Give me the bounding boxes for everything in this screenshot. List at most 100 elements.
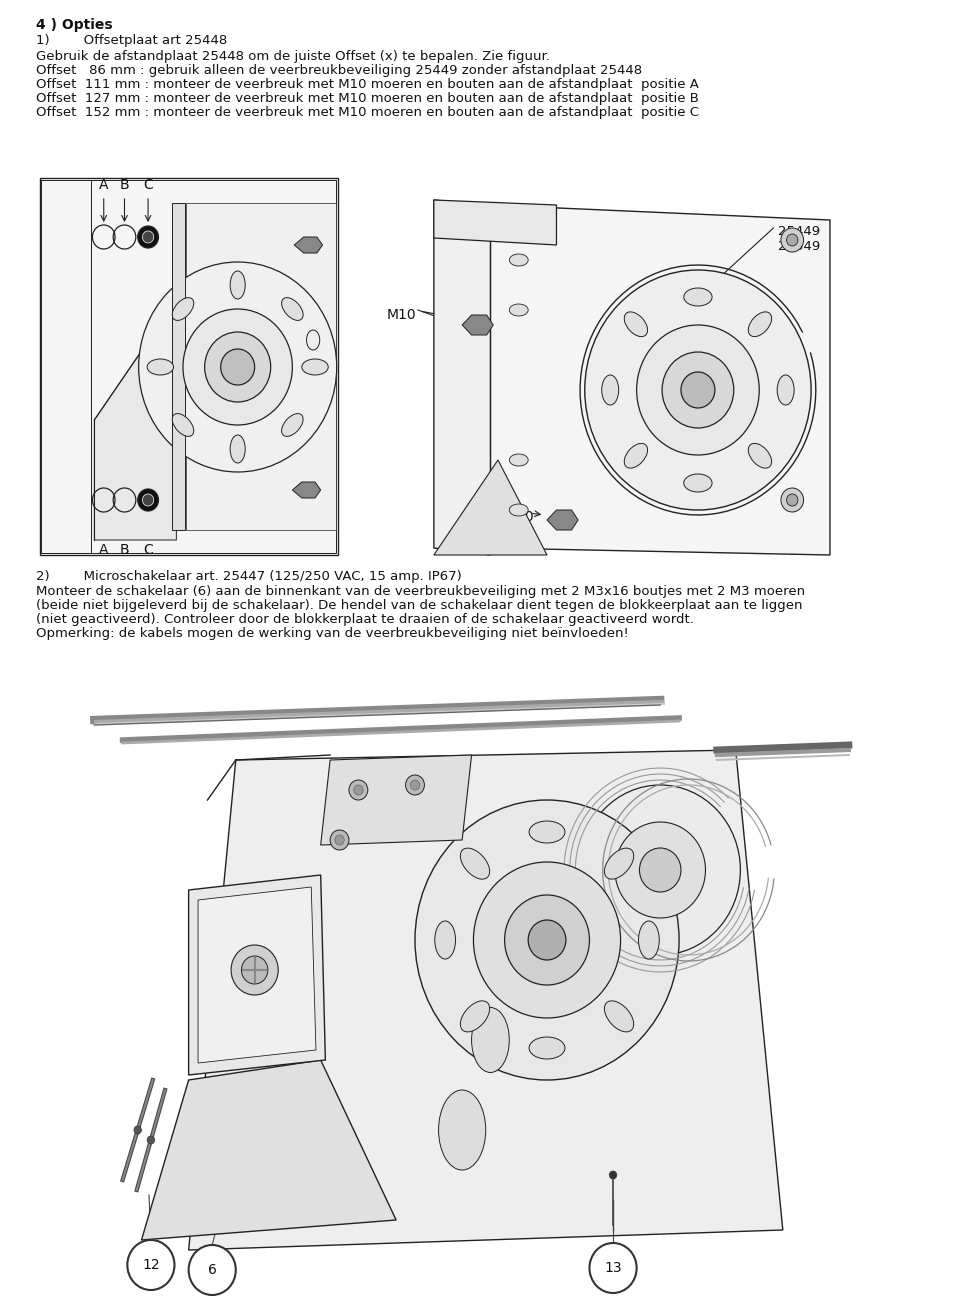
Text: Offset  152 mm : monteer de veerbreuk met M10 moeren en bouten aan de afstandpla: Offset 152 mm : monteer de veerbreuk met… <box>36 106 699 119</box>
Circle shape <box>415 800 679 1081</box>
Text: 2)        Microschakelaar art. 25447 (125/250 VAC, 15 amp. IP67): 2) Microschakelaar art. 25447 (125/250 V… <box>36 570 462 583</box>
Ellipse shape <box>748 444 772 469</box>
Circle shape <box>183 309 293 425</box>
Ellipse shape <box>439 1090 486 1170</box>
Circle shape <box>138 263 337 471</box>
Circle shape <box>204 332 271 402</box>
Text: Offset  111 mm : monteer de veerbreuk met M10 moeren en bouten aan de afstandpla: Offset 111 mm : monteer de veerbreuk met… <box>36 77 699 91</box>
Ellipse shape <box>230 435 245 463</box>
Text: M10: M10 <box>505 509 534 524</box>
Polygon shape <box>293 482 321 498</box>
Circle shape <box>349 780 368 800</box>
Circle shape <box>786 494 798 506</box>
Text: Offset   86 mm : gebruik alleen de veerbreukbeveiliging 25449 zonder afstandplaa: Offset 86 mm : gebruik alleen de veerbre… <box>36 64 642 77</box>
Circle shape <box>137 226 158 248</box>
Circle shape <box>580 785 740 955</box>
Circle shape <box>134 1127 141 1134</box>
Circle shape <box>142 231 154 243</box>
Circle shape <box>473 863 620 1018</box>
Ellipse shape <box>301 358 328 376</box>
Text: 1)        Offsetplaat art 25448: 1) Offsetplaat art 25448 <box>36 34 228 47</box>
Circle shape <box>147 1136 155 1144</box>
Bar <box>186 204 336 530</box>
Circle shape <box>221 349 254 385</box>
Ellipse shape <box>510 305 528 316</box>
Polygon shape <box>434 200 491 555</box>
Ellipse shape <box>624 444 648 469</box>
Ellipse shape <box>510 253 528 267</box>
Text: A: A <box>99 544 108 557</box>
Circle shape <box>405 775 424 794</box>
Ellipse shape <box>684 288 712 306</box>
Circle shape <box>636 326 759 456</box>
Text: C: C <box>143 544 153 557</box>
Polygon shape <box>434 460 547 555</box>
Ellipse shape <box>172 414 194 436</box>
Circle shape <box>780 228 804 252</box>
Circle shape <box>335 835 345 846</box>
Text: Opmerking: de kabels mogen de werking van de veerbreukbeveiliging niet beïnvloed: Opmerking: de kabels mogen de werking va… <box>36 628 629 639</box>
Polygon shape <box>491 205 830 555</box>
Text: M10: M10 <box>387 309 417 322</box>
Circle shape <box>330 830 349 850</box>
Text: 4 ) Opties: 4 ) Opties <box>36 18 112 32</box>
Circle shape <box>780 488 804 512</box>
Polygon shape <box>462 315 493 335</box>
Text: C: C <box>143 179 153 192</box>
Polygon shape <box>321 755 471 846</box>
Ellipse shape <box>684 474 712 492</box>
Ellipse shape <box>230 270 245 299</box>
Ellipse shape <box>529 1037 564 1060</box>
Circle shape <box>615 822 706 918</box>
Polygon shape <box>295 238 323 253</box>
Polygon shape <box>94 299 177 540</box>
Text: 12: 12 <box>142 1258 159 1272</box>
Circle shape <box>610 1171 617 1179</box>
Bar <box>39 179 338 555</box>
Text: 6: 6 <box>207 1263 217 1278</box>
Polygon shape <box>434 200 557 246</box>
Text: 25448: 25448 <box>453 542 494 555</box>
Ellipse shape <box>435 920 456 958</box>
Circle shape <box>505 895 589 985</box>
Ellipse shape <box>306 330 320 351</box>
Text: Gebruik de afstandplaat 25448 om de juiste Offset (x) te bepalen. Zie figuur.: Gebruik de afstandplaat 25448 om de juis… <box>36 50 550 63</box>
Text: Offset  127 mm : monteer de veerbreuk met M10 moeren en bouten aan de afstandpla: Offset 127 mm : monteer de veerbreuk met… <box>36 92 699 105</box>
Circle shape <box>353 785 363 794</box>
Circle shape <box>128 1239 175 1289</box>
Ellipse shape <box>624 312 648 336</box>
Polygon shape <box>188 874 325 1075</box>
Ellipse shape <box>461 848 490 880</box>
Polygon shape <box>198 888 316 1064</box>
Text: (niet geactiveerd). Controleer door de blokkerplaat te draaien of de schakelaar : (niet geactiveerd). Controleer door de b… <box>36 613 694 626</box>
Circle shape <box>410 780 420 790</box>
Ellipse shape <box>461 1001 490 1032</box>
Circle shape <box>639 848 681 892</box>
Ellipse shape <box>638 920 660 958</box>
Ellipse shape <box>281 414 303 436</box>
Text: 25549: 25549 <box>779 240 821 253</box>
Text: (beide niet bijgeleverd bij de schakelaar). De hendel van de schakelaar dient te: (beide niet bijgeleverd bij de schakelaa… <box>36 599 803 612</box>
Text: Monteer de schakelaar (6) aan de binnenkant van de veerbreukbeveiliging met 2 M3: Monteer de schakelaar (6) aan de binnenk… <box>36 586 805 597</box>
Text: B: B <box>120 544 130 557</box>
Circle shape <box>231 945 278 995</box>
Circle shape <box>786 234 798 246</box>
Ellipse shape <box>778 376 794 404</box>
Ellipse shape <box>147 358 174 376</box>
Ellipse shape <box>510 504 528 516</box>
Circle shape <box>681 372 715 408</box>
Circle shape <box>137 488 158 511</box>
Bar <box>90 180 336 553</box>
Polygon shape <box>141 1060 396 1239</box>
Circle shape <box>528 920 565 960</box>
Text: 13: 13 <box>604 1260 622 1275</box>
Ellipse shape <box>605 1001 634 1032</box>
Polygon shape <box>188 750 782 1250</box>
Ellipse shape <box>529 821 564 843</box>
Circle shape <box>188 1245 236 1295</box>
Text: 25449: 25449 <box>779 225 821 238</box>
Ellipse shape <box>172 298 194 320</box>
Circle shape <box>142 494 154 506</box>
Ellipse shape <box>281 298 303 320</box>
Ellipse shape <box>510 454 528 466</box>
